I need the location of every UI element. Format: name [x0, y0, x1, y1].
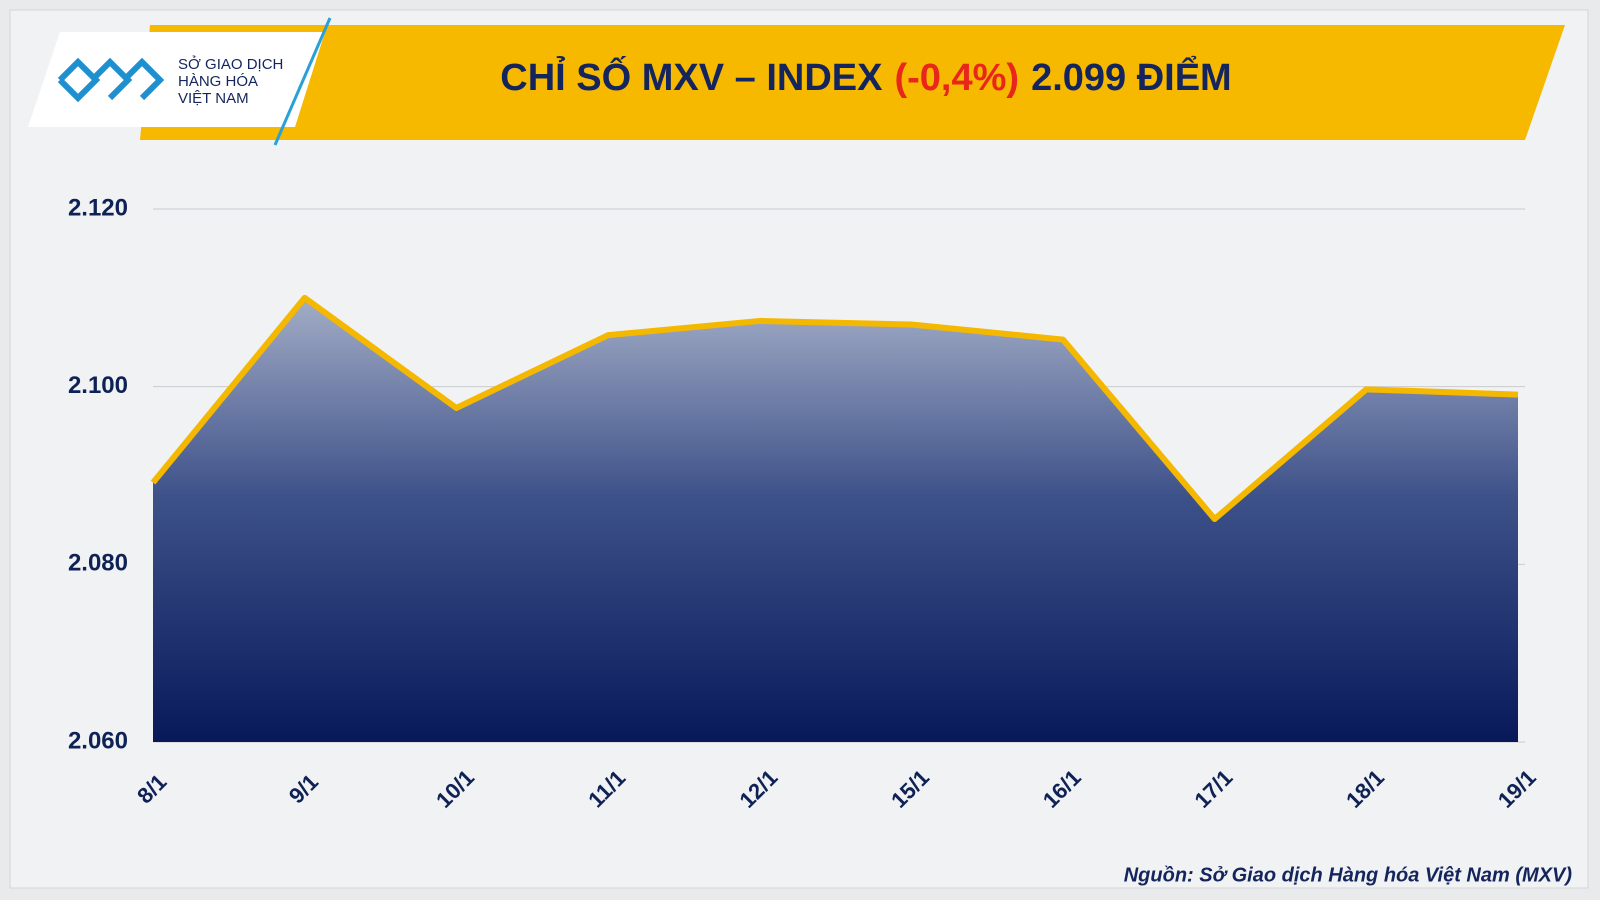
- source-note: Nguồn: Sở Giao dịch Hàng hóa Việt Nam (M…: [1124, 864, 1573, 886]
- logo-line: VIỆT NAM: [178, 90, 249, 107]
- title-part: CHỈ SỐ MXV – INDEX: [500, 54, 883, 99]
- logo-accent: [273, 17, 332, 146]
- title-banner: [140, 25, 1565, 140]
- y-tick-label: 2.060: [68, 727, 128, 754]
- logo-line: SỞ GIAO DỊCH: [178, 55, 283, 73]
- title-part: (-0,4%): [894, 57, 1019, 99]
- y-tick-label: 2.080: [68, 550, 128, 577]
- y-tick-label: 2.120: [68, 194, 128, 221]
- title-part: 2.099 ĐIỂM: [1031, 54, 1232, 99]
- chart-title: CHỈ SỐ MXV – INDEX (-0,4%) 2.099 ĐIỂM: [500, 54, 1231, 99]
- logo-mark: [57, 57, 165, 103]
- logo-line: HÀNG HÓA: [178, 73, 258, 90]
- line: [150, 294, 1519, 523]
- area: [153, 297, 1518, 742]
- y-tick-label: 2.100: [68, 372, 128, 399]
- logo-text: SỞ GIAO DỊCH HÀNG HÓA VIỆT NAM: [178, 55, 283, 107]
- logo-box: [28, 32, 325, 127]
